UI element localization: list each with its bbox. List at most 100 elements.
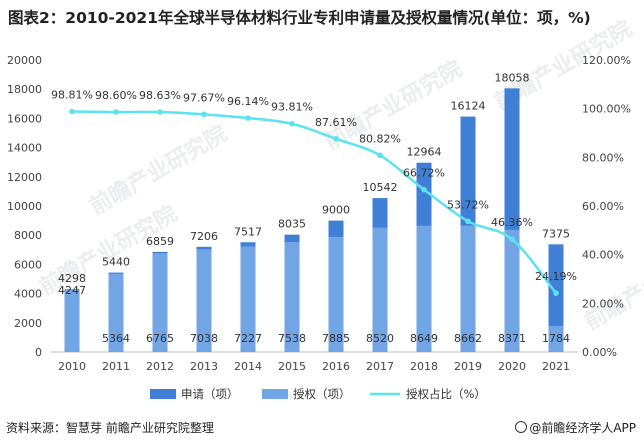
brand-credit: @前瞻经济学人APP — [515, 419, 636, 436]
application-value-label: 10542 — [363, 181, 398, 194]
ratio-value-label: 93.81% — [271, 101, 313, 114]
grant-value-label: 6765 — [146, 332, 174, 345]
ratio-value-label: 66.72% — [403, 167, 445, 180]
bar-grant — [196, 249, 212, 352]
application-value-label: 7517 — [234, 225, 262, 238]
bar-grant — [152, 253, 168, 352]
application-value-label: 7375 — [542, 227, 570, 240]
grant-value-label: 8649 — [410, 332, 438, 345]
ratio-point — [245, 115, 251, 121]
brand-text: @前瞻经济学人APP — [529, 421, 636, 435]
y-right-tick-label: 40.00% — [582, 249, 624, 262]
ratio-point — [157, 109, 163, 115]
brand-logo-icon — [515, 421, 528, 433]
chart-title: 图表2：2010-2021年全球半导体材料行业专利申请量及授权量情况(单位：项，… — [8, 9, 591, 27]
y-left-tick-label: 2000 — [14, 317, 42, 330]
grant-value-label: 7038 — [190, 332, 218, 345]
application-value-label: 9000 — [322, 204, 350, 217]
x-tick-label: 2021 — [542, 360, 570, 373]
y-right-tick-label: 100.00% — [582, 103, 631, 116]
ratio-line-layer — [69, 108, 559, 296]
legend-swatch — [262, 389, 288, 399]
ratio-value-label: 46.36% — [491, 216, 533, 229]
x-tick-label: 2014 — [234, 360, 262, 373]
application-value-label: 12964 — [407, 146, 442, 159]
application-value-label: 18058 — [495, 71, 530, 84]
ratio-point — [289, 120, 295, 127]
grant-value-label: 7885 — [322, 332, 350, 345]
bar-grant — [460, 225, 476, 352]
ratio-value-label: 96.14% — [227, 95, 269, 108]
grant-value-label: 8371 — [498, 332, 526, 345]
ratio-value-label: 80.82% — [359, 132, 401, 145]
legend-label: 申请（项） — [181, 387, 239, 401]
grant-value-label: 5364 — [102, 332, 130, 345]
y-left-tick-label: 0 — [35, 346, 42, 359]
ratio-value-label: 24.19% — [535, 270, 577, 283]
y-right-tick-label: 60.00% — [582, 200, 624, 213]
grant-value-label: 8520 — [366, 332, 394, 345]
bar-grant — [504, 229, 520, 352]
y-right-tick-label: 20.00% — [582, 297, 624, 310]
axes-layer: 0 2000 4000 6000 8000 10000 12000 14000 16000 180… — [7, 54, 631, 373]
ratio-point — [201, 111, 207, 118]
bar-grant — [548, 325, 564, 352]
ratio-value-label: 98.60% — [95, 89, 137, 102]
y-left-tick-label: 10000 — [7, 200, 42, 213]
x-tick-label: 2010 — [58, 360, 86, 373]
x-tick-label: 2013 — [190, 360, 218, 373]
ratio-value-label: 87.61% — [315, 116, 357, 129]
legend-label: 授权占比（%） — [406, 387, 486, 401]
bar-grant — [328, 236, 344, 352]
grant-value-label: 7538 — [278, 332, 306, 345]
watermark-text: 前瞻产业研究院 — [85, 121, 231, 221]
y-left-tick-label: 20000 — [7, 54, 42, 67]
legend-swatch — [150, 389, 176, 399]
y-left-tick-label: 14000 — [7, 142, 42, 155]
y-right-tick-label: 80.00% — [582, 151, 624, 164]
application-value-label: 16124 — [451, 100, 486, 113]
x-tick-label: 2015 — [278, 360, 306, 373]
bar-application — [548, 244, 564, 352]
y-left-tick-label: 18000 — [7, 83, 42, 96]
ratio-value-label: 53.72% — [447, 198, 489, 211]
ratio-point — [465, 218, 471, 225]
legend-label: 授权（项） — [293, 387, 351, 401]
source-note: 资料来源：智慧芽 前瞻产业研究院整理 — [6, 421, 214, 435]
y-left-tick-label: 12000 — [7, 171, 42, 184]
y-left-tick-label: 8000 — [14, 229, 42, 242]
y-left-tick-label: 4000 — [14, 288, 42, 301]
x-tick-label: 2016 — [322, 360, 350, 373]
ratio-point — [333, 136, 339, 142]
x-tick-label: 2019 — [454, 360, 482, 373]
ratio-point — [113, 109, 119, 115]
bar-grant — [108, 273, 124, 352]
ratio-point — [421, 186, 427, 193]
grant-value-label: 7227 — [234, 332, 262, 345]
bar-grant — [240, 246, 256, 352]
x-tick-label: 2020 — [498, 360, 526, 373]
x-tick-label: 2012 — [146, 360, 174, 373]
bar-grant — [372, 227, 388, 352]
ratio-point — [377, 152, 383, 159]
application-value-label: 5440 — [102, 256, 130, 269]
grant-value-label: 8662 — [454, 332, 482, 345]
ratio-value-label: 98.63% — [139, 89, 181, 102]
x-tick-label: 2011 — [102, 360, 130, 373]
bars-layer — [64, 88, 564, 352]
ratio-value-label: 97.67% — [183, 91, 225, 104]
legend: 申请（项） 授权（项） 授权占比（%） — [150, 387, 486, 401]
y-left-tick-label: 16000 — [7, 112, 42, 125]
grant-value-label: 4247 — [58, 284, 86, 297]
x-tick-label: 2017 — [366, 360, 394, 373]
ratio-point — [69, 108, 75, 115]
bar-grant — [416, 225, 432, 352]
application-value-label: 4298 — [58, 272, 86, 285]
ratio-point — [509, 236, 515, 242]
bar-grant — [284, 241, 300, 352]
application-value-label: 7206 — [190, 230, 218, 243]
bar-grant — [64, 289, 80, 352]
ratio-value-label: 98.81% — [51, 89, 93, 102]
